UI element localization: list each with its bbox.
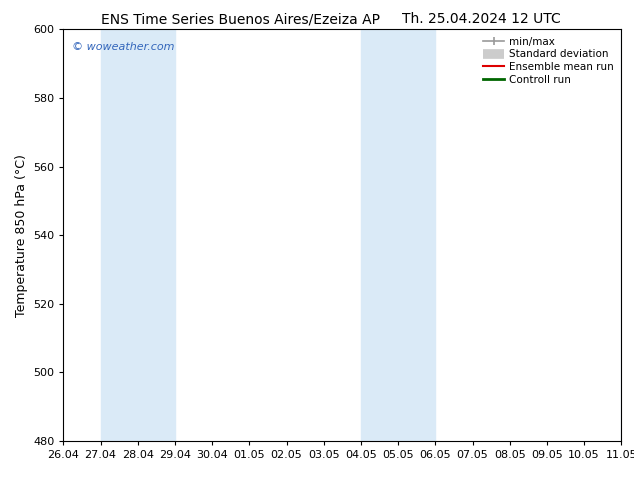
Bar [621, 29, 634, 441]
Legend: min/max, Standard deviation, Ensemble mean run, Controll run: min/max, Standard deviation, Ensemble me… [481, 35, 616, 87]
Bar [361, 29, 436, 441]
Text: Th. 25.04.2024 12 UTC: Th. 25.04.2024 12 UTC [403, 12, 561, 26]
Text: © woweather.com: © woweather.com [72, 42, 174, 52]
Y-axis label: Temperature 850 hPa (°C): Temperature 850 hPa (°C) [15, 154, 27, 317]
Bar [101, 29, 175, 441]
Text: ENS Time Series Buenos Aires/Ezeiza AP: ENS Time Series Buenos Aires/Ezeiza AP [101, 12, 380, 26]
